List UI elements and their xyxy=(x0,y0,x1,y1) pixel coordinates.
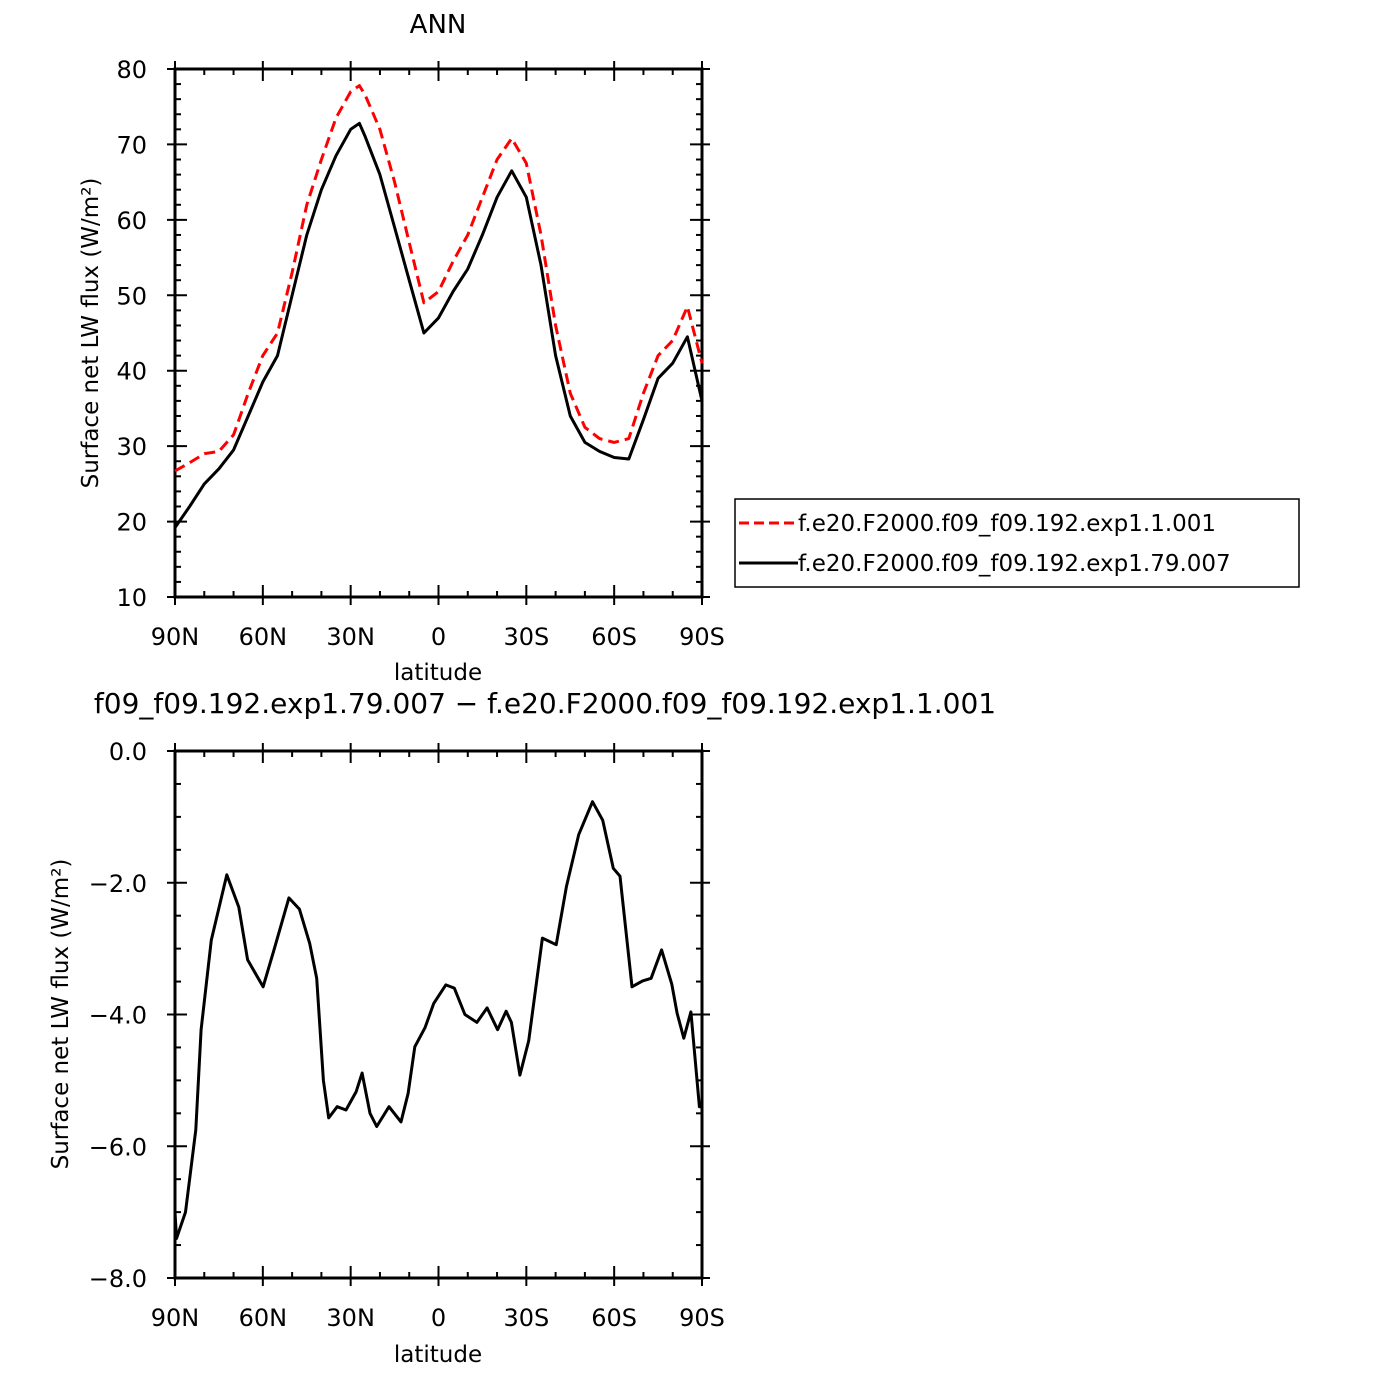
y-tick-label: 30 xyxy=(116,433,147,461)
top-title: ANN xyxy=(410,10,467,40)
plot-frame xyxy=(173,67,704,599)
legend-label-1: f.e20.F2000.f09_f09.192.exp1.1.001 xyxy=(798,511,1216,537)
x-tick-label: 90S xyxy=(679,1304,725,1332)
x-tick-label: 60S xyxy=(591,623,637,651)
bottom-title: f09_f09.192.exp1.79.007 − f.e20.F2000.f0… xyxy=(94,687,996,720)
legend-box xyxy=(734,498,1300,588)
legend-label-2: f.e20.F2000.f09_f09.192.exp1.79.007 xyxy=(798,551,1231,577)
x-tick-label: 60S xyxy=(591,1304,637,1332)
x-tick-label: 90N xyxy=(151,1304,200,1332)
top-xlabel: latitude xyxy=(394,660,482,686)
top-ylabel: Surface net LW flux (W/m²) xyxy=(78,178,104,489)
x-tick-label: 90N xyxy=(151,623,200,651)
y-tick-label: 70 xyxy=(116,131,147,159)
plot-frame xyxy=(173,749,704,1280)
x-tick-label: 60N xyxy=(239,623,288,651)
bottom-ylabel: Surface net LW flux (W/m²) xyxy=(48,859,74,1170)
bottom-panel: f09_f09.192.exp1.79.007 − f.e20.F2000.f0… xyxy=(48,687,996,1368)
y-tick-label: 40 xyxy=(116,358,147,386)
x-tick-label: 0 xyxy=(431,623,446,651)
series-line-1 xyxy=(173,800,702,1240)
y-tick-label: 10 xyxy=(116,584,147,612)
series-line-1 xyxy=(174,84,704,473)
y-tick-label: −2.0 xyxy=(89,870,147,898)
y-tick-label: 60 xyxy=(116,207,147,235)
x-tick-label: 30N xyxy=(326,623,375,651)
x-tick-label: 90S xyxy=(679,623,725,651)
y-tick-label: −8.0 xyxy=(89,1265,147,1293)
x-tick-label: 0 xyxy=(431,1304,446,1332)
y-tick-label: 50 xyxy=(116,282,147,310)
y-tick-label: 0.0 xyxy=(109,738,147,766)
bottom-xlabel: latitude xyxy=(394,1342,482,1368)
series-line-2 xyxy=(173,121,704,529)
x-tick-label: 30S xyxy=(503,1304,549,1332)
y-tick-label: −6.0 xyxy=(89,1133,147,1161)
y-tick-label: 20 xyxy=(116,509,147,537)
x-tick-label: 60N xyxy=(239,1304,288,1332)
legend: f.e20.F2000.f09_f09.192.exp1.1.001 f.e20… xyxy=(734,498,1300,588)
x-tick-label: 30N xyxy=(326,1304,375,1332)
x-tick-label: 30S xyxy=(503,623,549,651)
y-tick-label: 80 xyxy=(116,56,147,84)
y-tick-label: −4.0 xyxy=(89,1002,147,1030)
top-panel: ANN latitude Surface net LW flux (W/m²) … xyxy=(78,10,725,686)
